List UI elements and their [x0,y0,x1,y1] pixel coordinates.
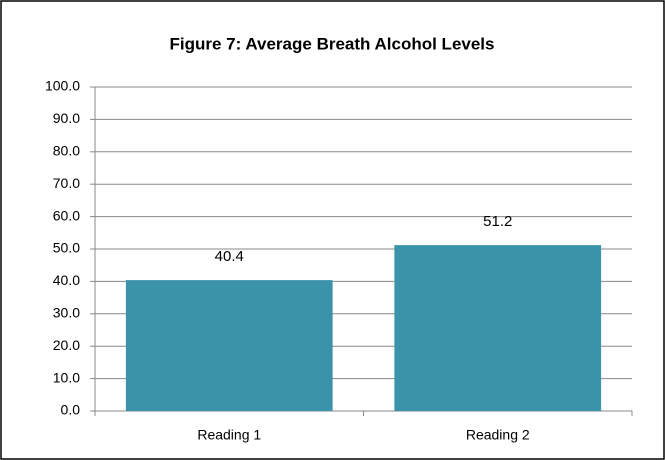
y-tick-label: 10.0 [53,369,80,385]
chart-title: Figure 7: Average Breath Alcohol Levels [170,34,495,53]
x-tick-label: Reading 2 [466,427,530,443]
data-label: 51.2 [483,213,512,230]
y-tick-label: 20.0 [53,337,80,353]
y-tick-label: 100.0 [45,78,80,94]
data-label: 40.4 [215,248,244,265]
y-tick-label: 60.0 [53,207,80,223]
y-tick-label: 80.0 [53,143,80,159]
y-tick-label: 50.0 [53,240,80,256]
y-tick-label: 40.0 [53,272,80,288]
y-tick-label: 30.0 [53,305,80,321]
x-tick-label: Reading 1 [197,427,261,443]
y-tick-label: 0.0 [61,402,81,418]
y-tick-label: 70.0 [53,175,80,191]
y-tick-label: 90.0 [53,110,80,126]
bar [125,280,333,411]
bar [394,245,602,411]
